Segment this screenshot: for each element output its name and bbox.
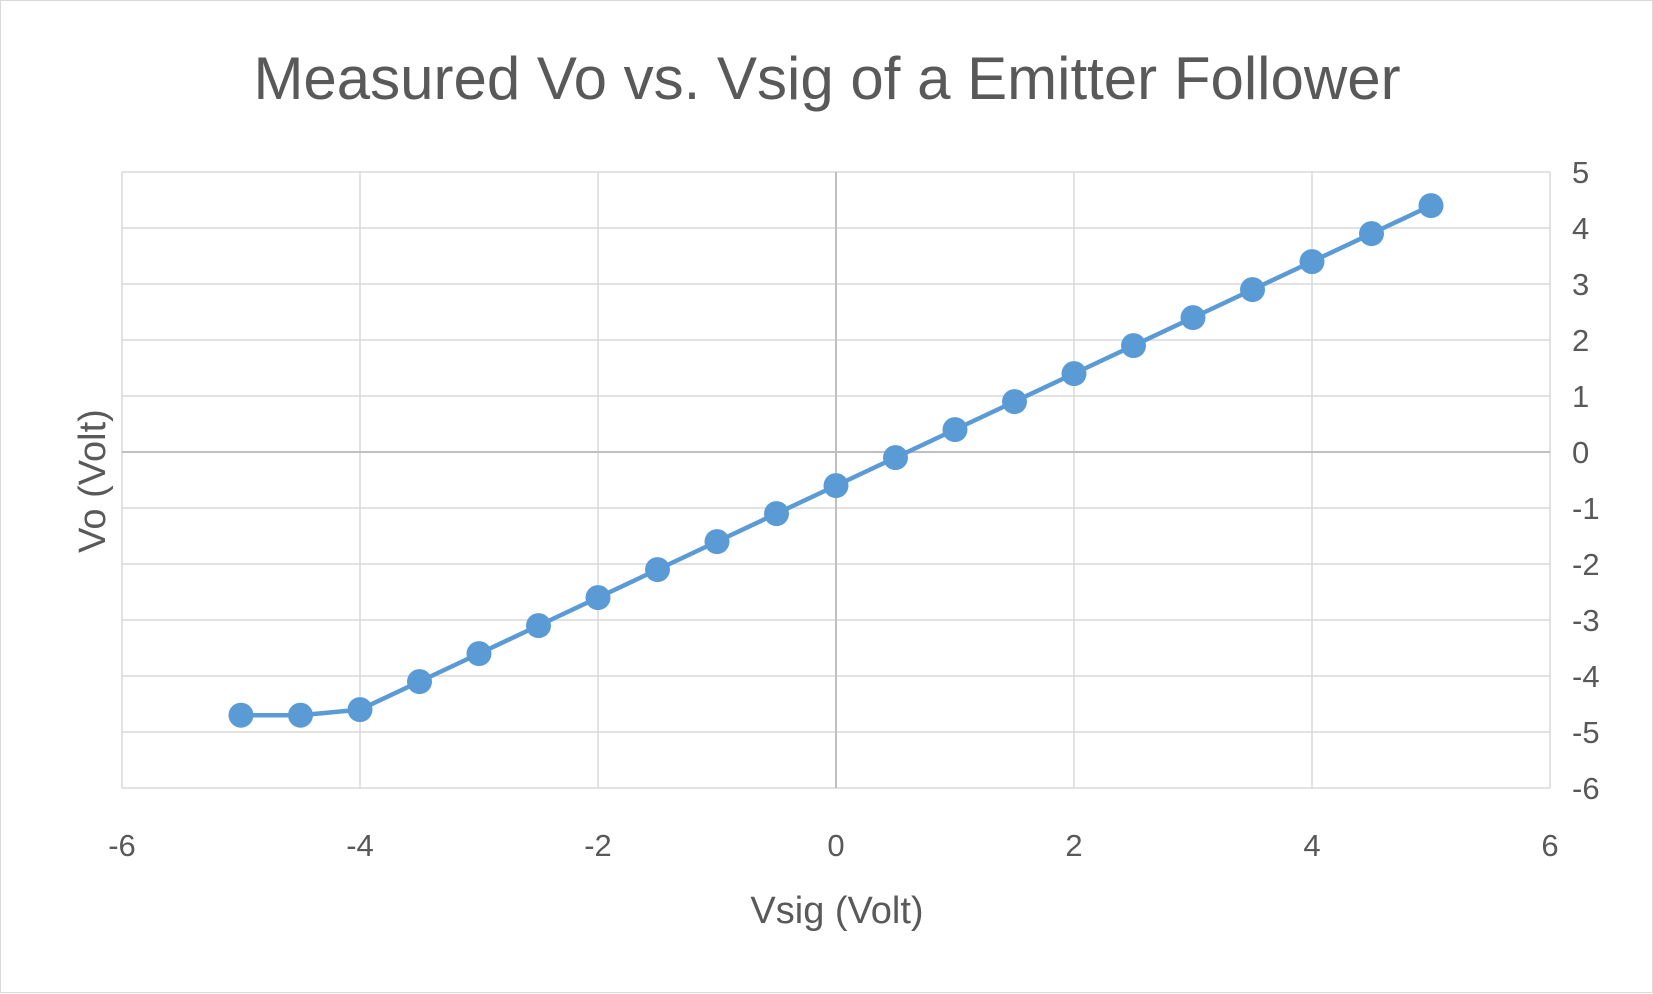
- x-tick-label: 0: [827, 828, 844, 863]
- data-point: [585, 585, 611, 611]
- data-point: [823, 473, 849, 499]
- data-point: [466, 641, 492, 667]
- y-tick-label: -2: [1572, 547, 1600, 582]
- data-point: [288, 702, 313, 728]
- data-point: [1240, 277, 1265, 303]
- y-tick-label: -1: [1572, 491, 1600, 526]
- data-point: [1061, 361, 1087, 387]
- x-tick-label: -6: [108, 828, 136, 863]
- data-point: [1002, 389, 1027, 415]
- y-tick-label: 0: [1572, 435, 1589, 470]
- x-tick-label: -4: [346, 828, 374, 863]
- y-tick-label: 4: [1572, 211, 1589, 246]
- data-point: [883, 445, 908, 471]
- data-point: [1180, 305, 1206, 331]
- y-tick-label: 3: [1572, 267, 1589, 302]
- data-point: [1121, 333, 1146, 359]
- y-tick-label: -6: [1572, 771, 1600, 806]
- data-point: [1359, 221, 1384, 247]
- x-tick-labels: -6 -4 -2 0 2 4 6: [108, 828, 1558, 863]
- y-axis-title: Vo (Volt): [72, 409, 114, 553]
- data-point: [407, 669, 432, 695]
- x-axis-title: Vsig (Volt): [750, 890, 923, 932]
- data-point: [1299, 249, 1325, 275]
- data-series: [228, 193, 1444, 728]
- data-point: [704, 529, 730, 555]
- x-tick-label: 2: [1065, 828, 1082, 863]
- x-tick-label: -2: [584, 828, 612, 863]
- data-point: [645, 557, 670, 583]
- y-tick-label: -3: [1572, 603, 1600, 638]
- y-tick-label: 1: [1572, 379, 1589, 414]
- x-tick-label: 4: [1303, 828, 1320, 863]
- data-point: [526, 613, 551, 639]
- data-point: [942, 417, 968, 443]
- data-point: [228, 702, 254, 728]
- y-tick-label: 5: [1572, 155, 1589, 190]
- x-tick-label: 6: [1541, 828, 1558, 863]
- y-tick-label: -5: [1572, 715, 1600, 750]
- data-point: [347, 697, 373, 723]
- y-tick-label: 2: [1572, 323, 1589, 358]
- chart-title: Measured Vo vs. Vsig of a Emitter Follow…: [253, 45, 1400, 112]
- data-point: [1418, 193, 1444, 219]
- y-tick-labels: 5 4 3 2 1 0 -1 -2 -3 -4 -5 -6: [1572, 155, 1600, 806]
- data-point: [764, 501, 789, 527]
- y-tick-label: -4: [1572, 659, 1600, 694]
